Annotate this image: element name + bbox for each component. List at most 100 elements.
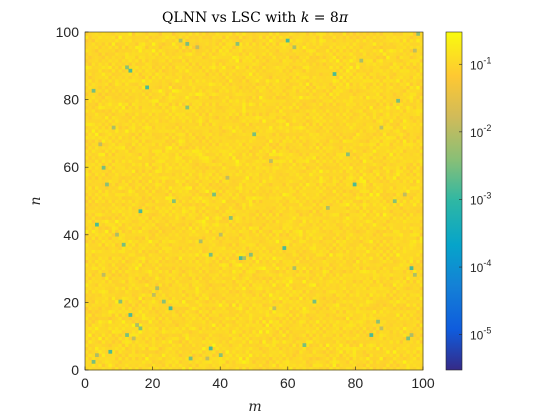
heatmap-cell [352, 249, 357, 254]
heatmap-cell [409, 313, 414, 317]
heatmap-cell [332, 306, 337, 311]
heatmap-cell [115, 269, 119, 274]
heatmap-cell [376, 313, 380, 317]
heatmap-cell [312, 232, 317, 237]
heatmap-cell [212, 246, 216, 250]
heatmap-cell [98, 216, 103, 220]
heatmap-cell [362, 279, 367, 284]
heatmap-cell [235, 303, 240, 307]
heatmap-cell [182, 363, 186, 368]
heatmap-cell [218, 249, 223, 254]
heatmap-cell [205, 289, 210, 294]
heatmap-cell [161, 363, 166, 368]
heatmap-cell [238, 286, 243, 291]
heatmap-cell [386, 356, 390, 361]
heatmap-cell [279, 366, 283, 371]
heatmap-cell [272, 356, 277, 361]
heatmap-cell [252, 239, 257, 244]
heatmap-cell [372, 242, 377, 247]
heatmap-cell [275, 343, 280, 347]
heatmap-cell [145, 212, 149, 217]
heatmap-cell [309, 229, 313, 234]
heatmap-cell [182, 323, 186, 327]
heatmap-cell [242, 282, 247, 287]
heatmap-cell [352, 279, 357, 284]
heatmap-cell [188, 249, 193, 254]
heatmap-cell [121, 299, 126, 304]
heatmap-cell [356, 333, 360, 337]
heatmap-cell [208, 349, 213, 354]
heatmap-cell [322, 222, 327, 227]
heatmap-cell [212, 289, 216, 294]
heatmap-cell [376, 259, 380, 264]
heatmap-cell [238, 323, 243, 327]
heatmap-cell [215, 229, 220, 234]
heatmap-cell [91, 319, 96, 324]
heatmap-cell [402, 222, 407, 227]
heatmap-cell [386, 242, 390, 247]
heatmap-cell [359, 219, 364, 224]
heatmap-cell [315, 303, 320, 307]
heatmap-cell [399, 309, 404, 314]
heatmap-cell [195, 356, 200, 361]
heatmap-cell [161, 249, 166, 254]
heatmap-cell [285, 303, 290, 307]
heatmap-cell [175, 202, 180, 207]
heatmap-cell [382, 309, 387, 314]
heatmap-cell [232, 286, 236, 291]
heatmap-cell [98, 296, 103, 301]
heatmap-cell [312, 333, 317, 337]
heatmap-cell [98, 339, 103, 344]
heatmap-cell [339, 336, 344, 341]
heatmap-cell [111, 296, 116, 301]
heatmap-cell [141, 333, 146, 337]
heatmap-cell [108, 229, 113, 234]
heatmap-cell [392, 343, 397, 347]
heatmap-cell [376, 333, 380, 337]
heatmap-cell [349, 326, 354, 331]
heatmap-cell [98, 252, 103, 257]
heatmap-cell [101, 299, 106, 304]
heatmap-cell [192, 363, 196, 368]
heatmap-cell [349, 256, 354, 260]
heatmap-cell [285, 309, 290, 314]
heatmap-cell [295, 286, 300, 291]
heatmap-cell [255, 306, 260, 311]
heatmap-cell [359, 229, 364, 234]
heatmap-cell [295, 266, 300, 271]
heatmap-cell [222, 323, 226, 327]
heatmap-cell [182, 212, 186, 217]
heatmap-cell [161, 319, 166, 324]
heatmap-cell [235, 259, 240, 264]
heatmap-cell [366, 343, 370, 347]
heatmap-cell [205, 323, 210, 327]
heatmap-cell [335, 366, 340, 371]
heatmap-cell [412, 262, 417, 267]
heatmap-cell [205, 219, 210, 224]
heatmap-cell [402, 262, 407, 267]
heatmap-cell [342, 266, 347, 271]
heatmap-cell [101, 353, 106, 358]
heatmap-cell [215, 232, 220, 237]
heatmap-cell [192, 319, 196, 324]
heatmap-cell [182, 252, 186, 257]
heatmap-cell [339, 222, 344, 227]
heatmap-cell [192, 216, 196, 220]
heatmap-cell [222, 276, 226, 281]
heatmap-cell [98, 272, 103, 277]
heatmap-cell [356, 356, 360, 361]
heatmap-cell [416, 336, 421, 341]
heatmap-cell [232, 359, 236, 364]
heatmap-cell [382, 239, 387, 244]
heatmap-cell [379, 209, 384, 214]
heatmap-cell [121, 209, 126, 214]
heatmap-cell [145, 309, 149, 314]
heatmap-cell [339, 232, 344, 237]
heatmap-cell [121, 222, 126, 227]
heatmap-cell [399, 296, 404, 301]
heatmap-cell [389, 286, 394, 291]
heatmap-cell [158, 343, 163, 347]
heatmap-cell [259, 293, 263, 297]
heatmap-cell [315, 339, 320, 344]
heatmap-cell [111, 236, 116, 240]
